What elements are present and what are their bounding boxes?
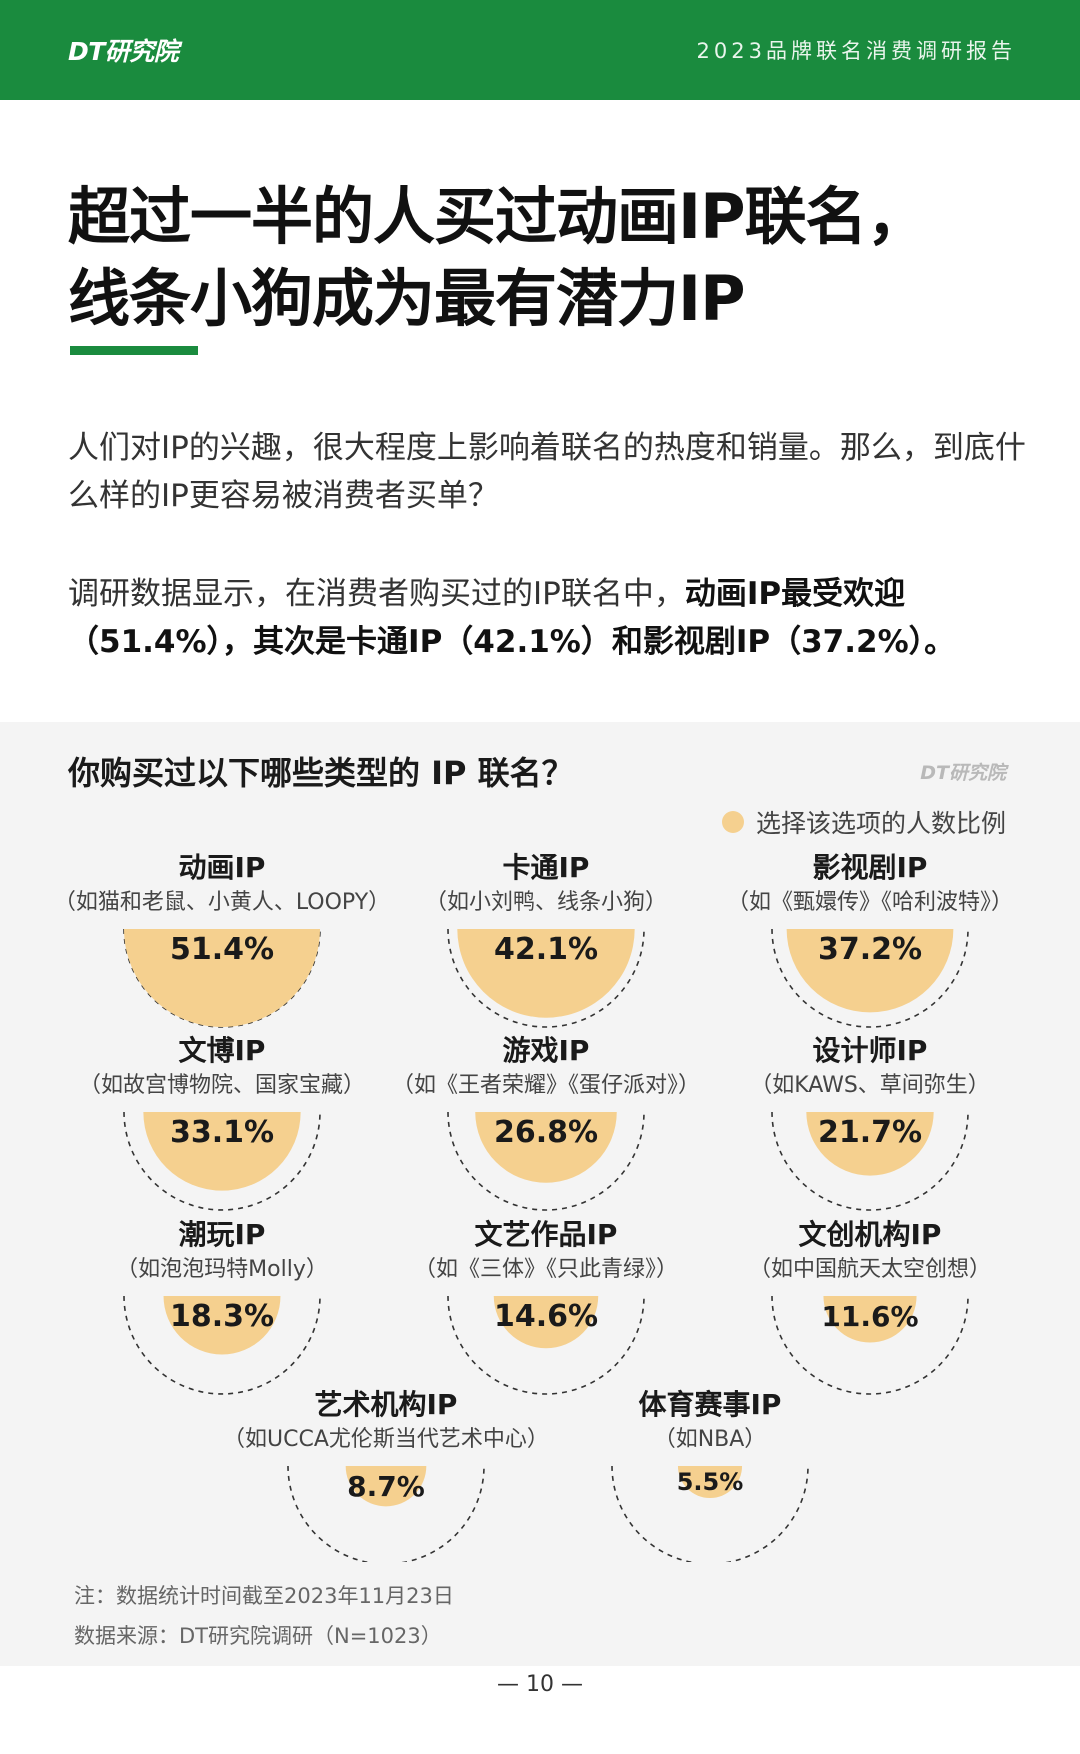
category-example: （如《甄嬛传》《哈利波特》） <box>727 890 1013 915</box>
reference-arc <box>123 1295 321 1395</box>
headline-line-2: 线条小狗成为最有潜力IP <box>68 262 746 335</box>
reference-arc <box>771 1111 969 1211</box>
category-label: 卡通IP <box>503 851 590 884</box>
reference-arc <box>771 1295 969 1395</box>
header-bar: DT研究院 2023品牌联名消费调研报告 <box>0 0 1080 100</box>
page-number: — 10 — <box>497 1672 583 1697</box>
category-label: 动画IP <box>179 851 266 884</box>
value-label: 33.1% <box>170 1115 274 1150</box>
intro-paragraph: 人们对IP的兴趣，很大程度上影响着联名的热度和销量。那么，到底什么样的IP更容易… <box>68 430 1026 514</box>
chart-title: 你购买过以下哪些类型的 IP 联名？ <box>68 754 574 792</box>
value-bubble <box>475 1112 617 1183</box>
category-label: 艺术机构IP <box>315 1388 458 1421</box>
value-label: 5.5% <box>677 1468 744 1496</box>
value-label: 21.7% <box>818 1115 922 1150</box>
value-bubble <box>677 1466 743 1499</box>
value-bubble <box>124 929 320 1027</box>
value-bubble <box>345 1466 427 1507</box>
chart-panel: 你购买过以下哪些类型的 IP 联名？ DT研究院 选择该选项的人数比例 动画IP… <box>0 722 1080 1666</box>
findings-highlight: 动画IP最受欢迎（51.4%），其次是卡通IP（42.1%）和影视剧IP（37.… <box>68 576 956 660</box>
reference-arc <box>447 1111 645 1211</box>
chart-source: 数据来源：DT研究院调研（N=1023） <box>74 1624 442 1648</box>
value-label: 18.3% <box>170 1299 274 1334</box>
category-label: 体育赛事IP <box>639 1388 782 1421</box>
category-label: 潮玩IP <box>179 1218 266 1251</box>
value-label: 8.7% <box>347 1470 425 1503</box>
value-bubble <box>143 1112 301 1191</box>
value-label: 14.6% <box>494 1299 598 1334</box>
value-label: 11.6% <box>821 1300 918 1333</box>
value-bubble <box>786 929 954 1013</box>
value-bubble <box>823 1296 917 1343</box>
chart-watermark: DT研究院 <box>920 762 1006 784</box>
value-bubble <box>493 1296 599 1349</box>
value-label: 42.1% <box>494 932 598 967</box>
category-example: （如小刘鸭、线条小狗） <box>425 890 667 915</box>
category-label: 设计师IP <box>813 1034 928 1067</box>
findings-paragraph: 调研数据显示，在消费者购买过的IP联名中，动画IP最受欢迎（51.4%），其次是… <box>68 570 1028 666</box>
reference-arc <box>123 1111 321 1211</box>
value-label: 51.4% <box>170 932 274 967</box>
brand-logo: DT研究院 <box>68 37 179 66</box>
value-label: 37.2% <box>818 932 922 967</box>
bubble-chart: 动画IP （如猫和老鼠、小黄人、LOOPY） 51.4% 卡通IP （如小刘鸭、线条小狗… <box>54 851 1013 1562</box>
reference-arc <box>447 1295 645 1395</box>
chart-legend: 选择该选项的人数比例 <box>721 804 1006 840</box>
category-example: （如故宫博物院、国家宝藏） <box>79 1073 365 1098</box>
category-label: 游戏IP <box>503 1034 590 1067</box>
reference-arc <box>611 1465 809 1562</box>
legend-swatch <box>721 811 744 833</box>
category-example: （如中国航天太空创想） <box>749 1257 991 1282</box>
value-bubble <box>457 929 635 1018</box>
category-example: （如NBA） <box>654 1427 767 1452</box>
category-example: （如《三体》《只此青绿》） <box>414 1257 678 1282</box>
headline-accent-bar <box>70 346 198 355</box>
category-example: （如《王者荣耀》《蛋仔派对》） <box>392 1073 700 1098</box>
value-label: 26.8% <box>494 1115 598 1150</box>
legend-label: 选择该选项的人数比例 <box>755 809 1006 838</box>
category-example: （如泡泡玛特Molly） <box>116 1257 328 1282</box>
category-example: （如UCCA尤伦斯当代艺术中心） <box>223 1427 549 1452</box>
category-label: 文博IP <box>179 1034 266 1067</box>
category-label: 文艺作品IP <box>475 1218 618 1251</box>
chart-note: 注：数据统计时间截至2023年11月23日 <box>74 1584 454 1608</box>
page-headline: 超过一半的人买过动画IP联名， 线条小狗成为最有潜力IP <box>68 176 1028 340</box>
reference-arc <box>447 928 645 1028</box>
report-title: 2023品牌联名消费调研报告 <box>696 39 1016 63</box>
category-label: 影视剧IP <box>813 851 928 884</box>
category-label: 文创机构IP <box>799 1218 942 1251</box>
value-bubble <box>163 1296 281 1355</box>
headline-line-1: 超过一半的人买过动画IP联名， <box>68 180 929 253</box>
reference-arc <box>771 928 969 1028</box>
findings-text: 调研数据显示，在消费者购买过的IP联名中， <box>68 576 685 612</box>
category-example: （如KAWS、草间弥生） <box>750 1073 990 1098</box>
reference-arc <box>287 1465 485 1562</box>
value-bubble <box>806 1112 934 1176</box>
category-example: （如猫和老鼠、小黄人、LOOPY） <box>54 890 390 915</box>
